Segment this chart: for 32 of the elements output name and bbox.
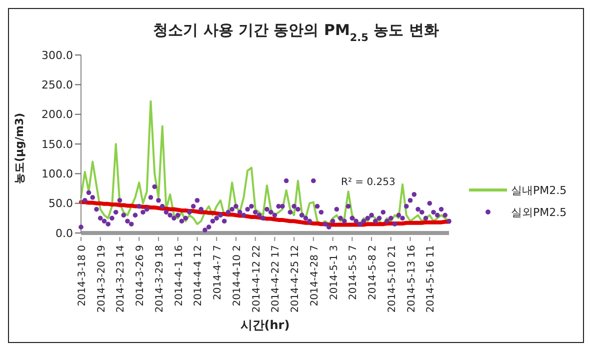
x-tick-label: 2014-3-26 9 bbox=[135, 245, 146, 306]
y-tick-label: 150.0 bbox=[42, 138, 73, 151]
x-tick-label: 2014-5-8 2 bbox=[368, 245, 379, 300]
y-tick-label: 50.0 bbox=[48, 197, 73, 210]
x-tick-label: 2014-5-5 7 bbox=[348, 245, 360, 300]
y-tick-label: 300.0 bbox=[42, 48, 73, 62]
annotation: R² = 0.253 bbox=[339, 177, 398, 188]
x-tick-label: 2014-3-29 18 bbox=[154, 245, 166, 313]
x-tick-label: 2014-5-10 21 bbox=[386, 245, 398, 313]
chart-title: 청소기 사용 기간 동안의 PM$_{2.5}$ 농도 변화 bbox=[153, 21, 439, 44]
x-tick-label: 2014-4-25 12 bbox=[290, 245, 302, 313]
x-tick-label: 2014-4-7 7 bbox=[212, 245, 224, 300]
y-tick-label: 0.0 bbox=[56, 226, 73, 240]
y-tick-label: 200.0 bbox=[42, 108, 73, 122]
y-axis-title: 농도(μg/m3) bbox=[12, 112, 26, 184]
y-tick-label: 250.0 bbox=[42, 78, 73, 92]
x-tick-label: 2014-5-13 16 bbox=[406, 245, 418, 313]
x-tick-label: 2014-3-23 14 bbox=[116, 245, 127, 313]
x-axis-title: 시간(hr) bbox=[240, 318, 290, 332]
y-tick-label: 100.0 bbox=[42, 168, 73, 181]
x-tick-label: 2014-4-22 17 bbox=[270, 245, 282, 313]
legend-label: 실내PM2.5 bbox=[511, 182, 567, 198]
legend-label: 실외PM2.5 bbox=[511, 204, 567, 220]
x-tick-label: 2014-3-18 0 bbox=[77, 245, 88, 306]
x-tick-label: 2014-4-12 22 bbox=[251, 245, 262, 313]
x-tick-label: 2014-5-1 3 bbox=[328, 245, 340, 300]
x-tick-label: 2014-4-10 2 bbox=[232, 245, 243, 306]
x-tick-label: 2014-5-16 11 bbox=[426, 245, 437, 313]
x-tick-label: 2014-4-1 16 bbox=[174, 245, 185, 306]
x-tick-label: 2014-3-20 19 bbox=[96, 245, 108, 313]
x-tick-label: 2014-4-4 12 bbox=[193, 245, 204, 306]
x-tick-label: 2014-4-28 7 bbox=[309, 245, 320, 306]
